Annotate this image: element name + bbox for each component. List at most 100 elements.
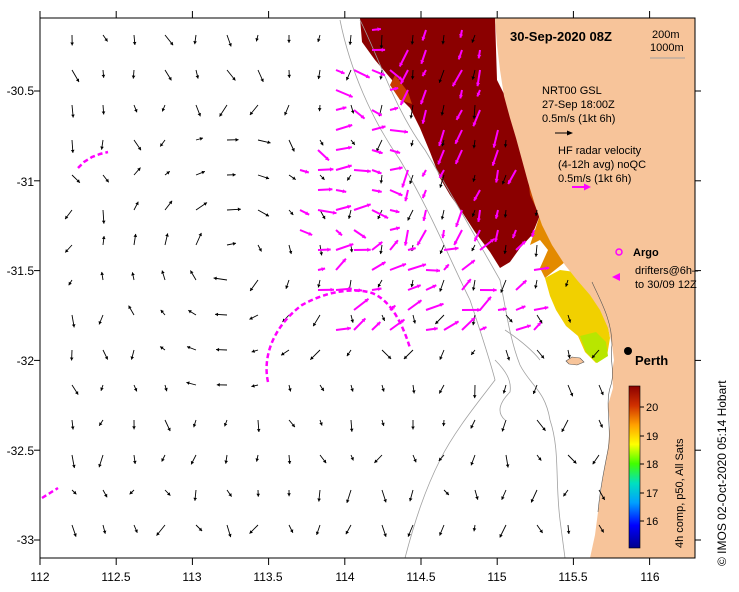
gsl-arrow-head xyxy=(503,214,508,218)
radar-arrow-head xyxy=(422,194,426,199)
gsl-arrow-head xyxy=(350,319,354,323)
gsl-arrow-head xyxy=(166,171,170,175)
gsl-arrow-head xyxy=(346,76,350,81)
gsl-arrow-head xyxy=(500,289,504,293)
gsl-arrow-head xyxy=(383,499,387,503)
gsl-arrow-head xyxy=(501,180,506,185)
radar-arrow-head xyxy=(367,247,371,252)
radar-arrow-head xyxy=(377,170,382,175)
radar-arrow-head xyxy=(459,33,464,38)
colorbar-tick: 18 xyxy=(646,459,658,471)
gsl-arrow-head xyxy=(506,357,511,361)
gsl-arrow-head xyxy=(98,321,102,325)
radar-arrow-head xyxy=(325,156,329,161)
radar-arrow-head xyxy=(342,189,347,194)
radar-arrow-head xyxy=(380,72,385,76)
hf-radar-velocity-field xyxy=(299,27,550,331)
gsl-arrow-head xyxy=(291,423,295,428)
radar-arrow-head xyxy=(422,217,427,221)
radar-arrow-head xyxy=(476,92,481,97)
gsl-arrow-head xyxy=(374,459,378,463)
gsl-arrow-head xyxy=(135,201,139,206)
radar-arrow-head xyxy=(493,288,497,293)
radar-arrow-head xyxy=(377,287,382,292)
radar-arrow-head xyxy=(364,298,369,303)
gsl-arrow-head xyxy=(281,352,285,356)
gsl-arrow-head xyxy=(190,460,195,465)
gsl-arrow-head xyxy=(317,498,321,502)
radar-arrow-head xyxy=(531,233,535,237)
radar-arrow-head xyxy=(422,72,426,77)
radar-arrow-head xyxy=(456,115,460,120)
gsl-arrow-head xyxy=(319,422,323,426)
gsl-arrow-head xyxy=(193,41,197,45)
gsl-arrow-head xyxy=(160,309,164,314)
gsl-arrow-head xyxy=(130,356,134,360)
gsl-arrow-head xyxy=(167,427,171,432)
plot-frame xyxy=(39,17,696,559)
gsl-arrow-head xyxy=(438,79,442,83)
colorbar-tick: 16 xyxy=(646,516,658,528)
lat-label: -32.5 xyxy=(7,444,35,458)
radar-arrow-head xyxy=(361,318,366,323)
radar-arrow-head xyxy=(398,166,403,171)
radar-arrow-head xyxy=(439,303,444,307)
radar-arrow-head xyxy=(367,169,371,174)
gsl-arrow-head xyxy=(435,320,439,324)
radar-arrow-head xyxy=(348,124,353,128)
gsl-arrow-head xyxy=(169,41,174,46)
gsl-scale-arrow xyxy=(555,130,573,136)
gsl-arrow-head xyxy=(411,426,415,430)
gsl-arrow-head xyxy=(470,461,474,466)
gsl-arrow-head xyxy=(232,173,236,177)
gsl-arrow-head xyxy=(407,217,411,221)
radar-arrow-head xyxy=(398,192,403,196)
isobath-200-label: 200m xyxy=(652,29,680,41)
gsl-arrow-head xyxy=(161,270,165,274)
radar-title-label: HF radar velocity xyxy=(558,145,642,157)
gsl-arrow-head xyxy=(540,355,545,359)
gsl-arrow-head xyxy=(351,141,355,145)
drifter-track xyxy=(77,150,109,169)
gsl-arrow-head xyxy=(101,220,106,224)
lon-label: 113 xyxy=(182,570,201,584)
radar-arrow-head xyxy=(401,183,406,188)
gsl-arrow-head xyxy=(472,178,476,182)
gsl-arrow-head xyxy=(290,211,294,215)
gsl-arrow-head xyxy=(104,493,108,498)
gsl-arrow-head xyxy=(410,283,414,288)
gsl-arrow-head xyxy=(573,460,577,464)
gsl-arrow-head xyxy=(68,281,72,286)
gsl-arrow-head xyxy=(409,497,413,502)
lon-label: 116 xyxy=(640,570,659,584)
radar-arrow-head xyxy=(476,218,481,222)
gsl-arrow-head xyxy=(251,349,255,353)
gsl-arrow-head xyxy=(530,499,535,503)
gsl-arrow-head xyxy=(129,490,133,495)
radar-arrow-head xyxy=(421,119,426,124)
radar-arrow-head xyxy=(394,240,398,245)
radar-arrow-head xyxy=(441,234,446,239)
radar-arrow-head xyxy=(342,106,347,111)
gsl-arrow-head xyxy=(203,202,207,206)
radar-arrow-head xyxy=(491,161,496,166)
radar-arrow-head xyxy=(400,101,405,105)
map-title: 30-Sep-2020 08Z xyxy=(510,29,612,44)
radar-scale-label: 0.5m/s (1kt 6h) xyxy=(558,173,631,185)
radar-arrow-head xyxy=(360,114,365,119)
radar-arrow-head xyxy=(545,266,550,271)
gsl-arrow-head xyxy=(256,493,260,497)
radar-arrow-head xyxy=(305,169,309,174)
gsl-arrow-head xyxy=(76,179,80,183)
gsl-arrow-head xyxy=(287,460,292,464)
gsl-arrow-head xyxy=(503,250,507,254)
gsl-arrow-head xyxy=(539,529,543,533)
gsl-arrow-head xyxy=(284,111,288,116)
gsl-arrow-head xyxy=(439,390,443,394)
radar-arrow-head xyxy=(537,322,541,327)
radar-detail-label: (4-12h avg) noQC xyxy=(558,159,646,171)
radar-arrow-head xyxy=(494,214,499,219)
gsl-arrow-head xyxy=(137,146,141,151)
gsl-arrow-head xyxy=(255,38,259,42)
gsl-arrow-head xyxy=(377,283,381,288)
